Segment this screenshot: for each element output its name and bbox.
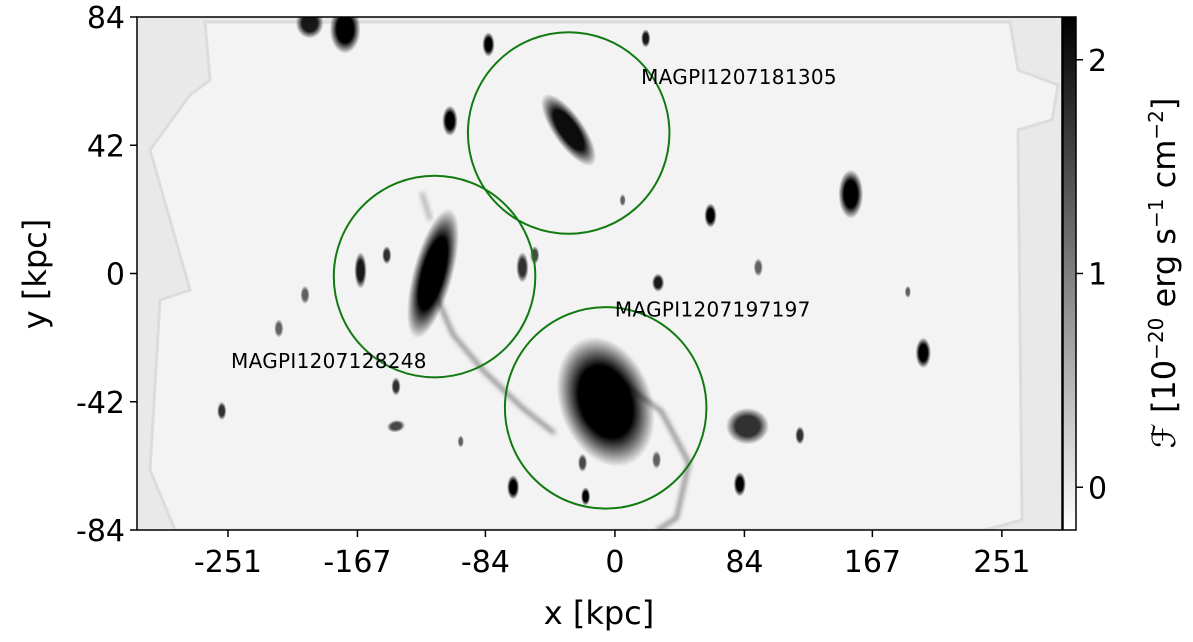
- galaxy: [391, 377, 401, 396]
- x-tick-label: -167: [323, 545, 391, 580]
- annotations: MAGPI1207181305 MAGPI1207197197 MAGPI12071…: [231, 65, 837, 373]
- x-tick-label: -84: [461, 545, 510, 580]
- target-circle: [466, 31, 671, 235]
- galaxy: [406, 208, 460, 339]
- galaxy: [619, 194, 626, 207]
- target-circle: [332, 174, 537, 379]
- galaxy: [382, 246, 392, 265]
- tidal-stream: [431, 286, 556, 435]
- x-tick-label: -251: [194, 545, 262, 580]
- x-axis-ticks: -251 -167 -84 0 84 167 251: [194, 530, 1031, 580]
- y-axis-label: y [kpc]: [16, 219, 54, 330]
- galaxy: [651, 273, 665, 292]
- x-tick-label: 84: [725, 545, 763, 580]
- galaxy: [556, 336, 655, 467]
- target-circles: [332, 31, 708, 510]
- colorbar-tick-label: 2: [1088, 44, 1107, 79]
- galaxies: [217, 17, 931, 506]
- galaxy-label: MAGPI1207128248: [231, 349, 427, 373]
- galaxy: [795, 426, 805, 445]
- colorbar-ticks: 0 1 2: [1076, 44, 1107, 506]
- galaxy: [904, 285, 911, 298]
- y-tick-label: 0: [106, 258, 125, 293]
- x-tick-label: 0: [605, 545, 624, 580]
- galaxy: [507, 475, 520, 500]
- y-tick-label: -84: [76, 514, 125, 549]
- y-tick-label: 84: [87, 1, 125, 36]
- colorbar-label-part: ℱ [10: [1145, 360, 1183, 449]
- galaxy: [581, 487, 591, 506]
- galaxy: [329, 17, 361, 54]
- colorbar-label-part: ]: [1145, 98, 1183, 110]
- y-tick-label: -42: [76, 386, 125, 421]
- galaxy: [295, 17, 324, 39]
- galaxy: [442, 105, 458, 137]
- field-of-view: [148, 20, 1060, 530]
- galaxy: [457, 435, 464, 448]
- y-axis-ticks: 84 42 0 -42 -84: [76, 1, 137, 549]
- colorbar-tick-label: 0: [1088, 471, 1107, 506]
- galaxy-label: MAGPI1207181305: [641, 65, 837, 89]
- colorbar-label-exp: −2: [1144, 110, 1168, 139]
- galaxy: [482, 32, 495, 57]
- tidal-stream: [420, 192, 432, 221]
- galaxy: [217, 401, 227, 421]
- x-tick-label: 251: [973, 545, 1030, 580]
- galaxy: [577, 453, 588, 472]
- y-tick-label: 42: [87, 129, 125, 164]
- galaxy: [516, 252, 529, 283]
- x-tick-label: 167: [844, 545, 901, 580]
- colorbar-label-part: erg s: [1145, 228, 1183, 318]
- x-axis-label: x [kpc]: [544, 594, 655, 632]
- galaxy: [541, 93, 597, 167]
- galaxy: [300, 285, 310, 305]
- galaxy: [386, 419, 406, 433]
- colorbar-label-part: cm: [1145, 140, 1183, 199]
- colorbar-tick-label: 1: [1088, 258, 1107, 293]
- colorbar-label-exp: −20: [1144, 318, 1168, 360]
- galaxy: [915, 337, 931, 369]
- galaxy: [725, 407, 770, 445]
- galaxy: [354, 252, 367, 289]
- colorbar-label: ℱ [10−20 erg s−1 cm−2]: [1144, 98, 1183, 449]
- colorbar: [1063, 17, 1076, 530]
- galaxy: [753, 258, 763, 277]
- colorbar-label-exp: −1: [1144, 199, 1168, 228]
- galaxy: [651, 450, 662, 469]
- galaxy: [274, 319, 284, 338]
- galaxy: [641, 29, 651, 48]
- galaxy: [838, 169, 864, 219]
- target-circle: [503, 306, 708, 510]
- galaxy-label: MAGPI1207197197: [615, 297, 811, 321]
- galaxy: [704, 203, 717, 228]
- galaxy: [733, 471, 746, 497]
